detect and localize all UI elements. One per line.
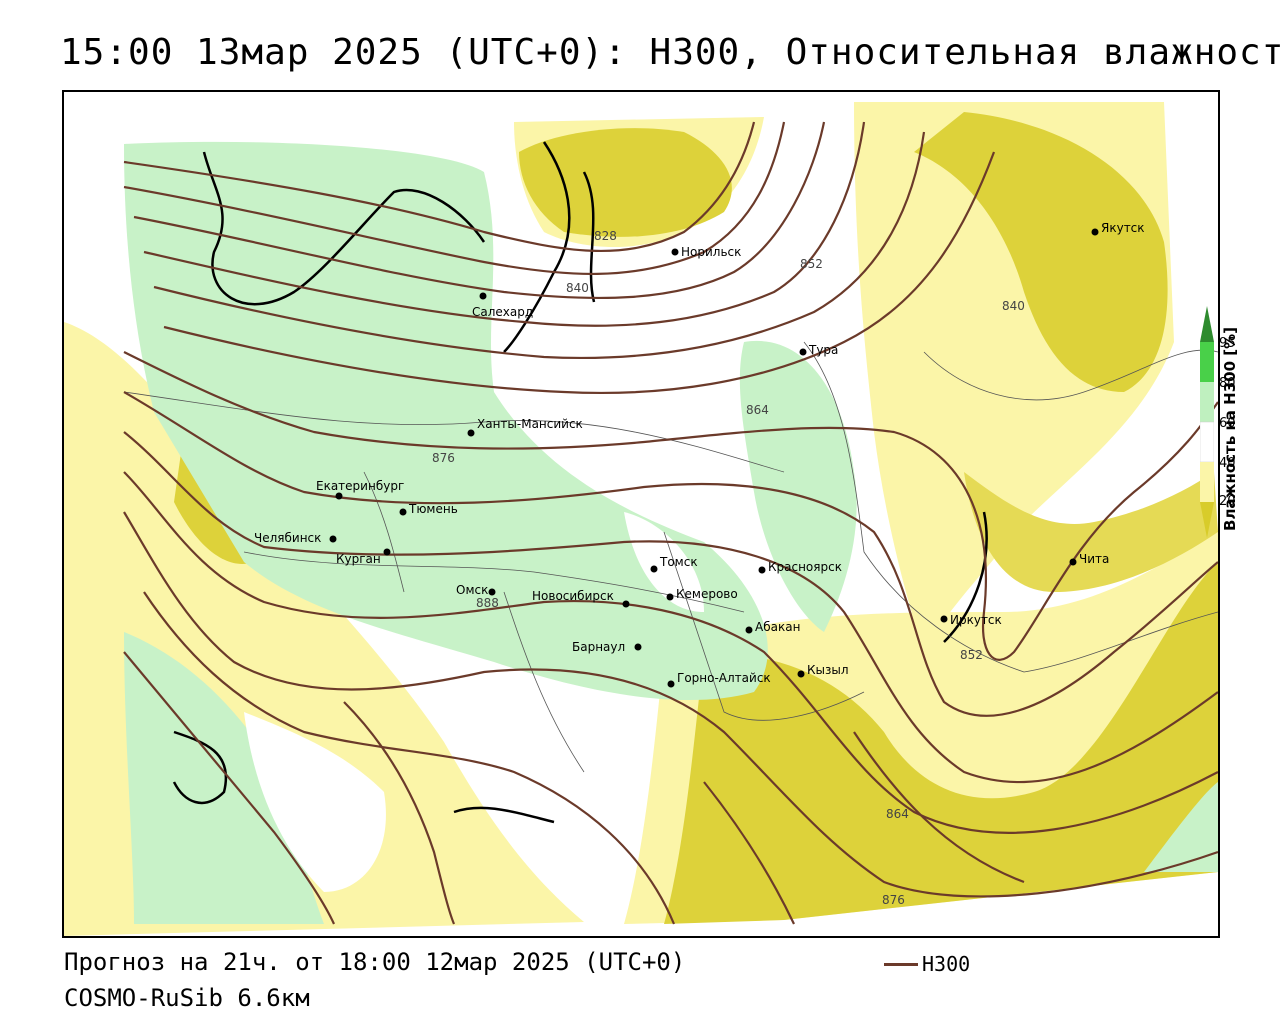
colorbar-tick: 60 (1219, 416, 1236, 431)
city-label: Кемерово (676, 587, 738, 601)
colorbar-tick: 40 (1219, 456, 1236, 471)
city-label: Иркутск (950, 613, 1002, 627)
forecast-info: Прогноз на 21ч. от 18:00 12мар 2025 (UTC… (64, 948, 686, 976)
contour-label: 840 (566, 281, 589, 295)
humidity-field (64, 102, 1218, 936)
city-label: Тюмень (408, 502, 458, 516)
city-label: Новосибирск (532, 589, 614, 603)
map-canvas: 828 840 852 840 864 876 888 852 864 876 … (64, 102, 1218, 936)
h300-legend-label: H300 (922, 952, 971, 976)
contour-label: 840 (1002, 299, 1025, 313)
contour-label: 828 (594, 229, 617, 243)
contour-labels: 828 840 852 840 864 876 888 852 864 876 (432, 229, 1025, 907)
map-panel: 828 840 852 840 864 876 888 852 864 876 … (62, 90, 1220, 938)
model-name: COSMO-RuSib 6.6км (64, 984, 310, 1012)
h300-contours (123, 121, 1218, 925)
contour-label: 864 (886, 807, 909, 821)
contour-label: 876 (432, 451, 455, 465)
city-label: Абакан (755, 620, 800, 634)
city-label: Курган (336, 552, 381, 566)
contour-label: 888 (476, 596, 499, 610)
city-label: Омск (456, 583, 488, 597)
city-label: Горно-Алтайск (677, 671, 771, 685)
colorbar-tick: 95 (1219, 336, 1236, 351)
coastline (172, 141, 988, 824)
colorbar-tick: 20 (1219, 494, 1236, 509)
contour-label: 852 (960, 648, 983, 662)
map-title: 15:00 13мар 2025 (UTC+0): H300, Относите… (60, 32, 1280, 73)
city-label: Томск (659, 555, 698, 569)
city-label: Тура (808, 343, 838, 357)
city-label: Барнаул (572, 640, 625, 654)
region-borders (123, 341, 1218, 773)
city-label: Салехард (472, 305, 533, 319)
city-label: Чита (1079, 552, 1109, 566)
city-label: Ханты-Мансийск (477, 417, 583, 431)
city-label: Екатеринбург (316, 479, 404, 493)
colorbar-label: Влажность на H300 [%] (1221, 327, 1239, 531)
city-label: Норильск (681, 245, 741, 259)
colorbar-tick: 80 (1219, 376, 1236, 391)
humidity-colorbar (1200, 306, 1214, 538)
city-markers: Норильск Якутск Салехард Тура Ханты-Манс… (254, 221, 1145, 688)
contour-label: 864 (746, 403, 769, 417)
city-label: Красноярск (768, 560, 842, 574)
city-label: Якутск (1101, 221, 1145, 235)
city-label: Челябинск (254, 531, 321, 545)
h300-legend-swatch (884, 963, 918, 966)
contour-label: 852 (800, 257, 823, 271)
city-label: Кызыл (807, 663, 849, 677)
contour-label: 876 (882, 893, 905, 907)
